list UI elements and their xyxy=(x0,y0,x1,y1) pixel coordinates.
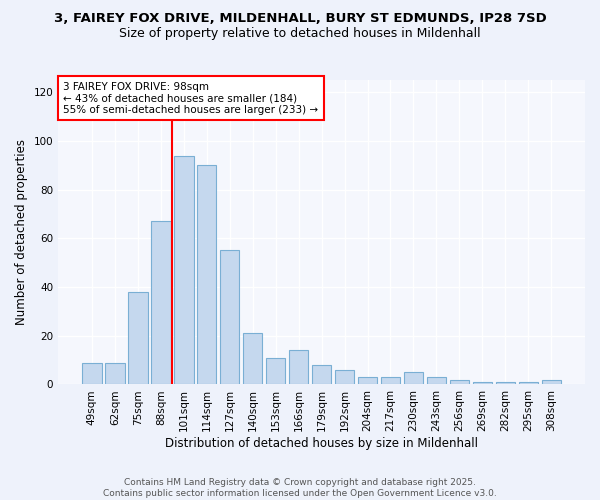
Text: Size of property relative to detached houses in Mildenhall: Size of property relative to detached ho… xyxy=(119,28,481,40)
Bar xyxy=(427,377,446,384)
Bar xyxy=(404,372,423,384)
Bar xyxy=(473,382,492,384)
Bar xyxy=(197,165,217,384)
Bar xyxy=(220,250,239,384)
Text: 3, FAIREY FOX DRIVE, MILDENHALL, BURY ST EDMUNDS, IP28 7SD: 3, FAIREY FOX DRIVE, MILDENHALL, BURY ST… xyxy=(53,12,547,26)
Text: Contains HM Land Registry data © Crown copyright and database right 2025.
Contai: Contains HM Land Registry data © Crown c… xyxy=(103,478,497,498)
Bar xyxy=(82,362,101,384)
Bar xyxy=(266,358,286,384)
Bar xyxy=(151,222,170,384)
Bar xyxy=(105,362,125,384)
Bar xyxy=(174,156,194,384)
Bar xyxy=(128,292,148,384)
Bar xyxy=(518,382,538,384)
Y-axis label: Number of detached properties: Number of detached properties xyxy=(15,139,28,325)
X-axis label: Distribution of detached houses by size in Mildenhall: Distribution of detached houses by size … xyxy=(165,437,478,450)
Bar xyxy=(542,380,561,384)
Bar xyxy=(381,377,400,384)
Bar xyxy=(449,380,469,384)
Bar xyxy=(358,377,377,384)
Bar xyxy=(335,370,355,384)
Bar xyxy=(496,382,515,384)
Bar xyxy=(312,365,331,384)
Bar xyxy=(289,350,308,384)
Text: 3 FAIREY FOX DRIVE: 98sqm
← 43% of detached houses are smaller (184)
55% of semi: 3 FAIREY FOX DRIVE: 98sqm ← 43% of detac… xyxy=(64,82,319,114)
Bar xyxy=(243,334,262,384)
